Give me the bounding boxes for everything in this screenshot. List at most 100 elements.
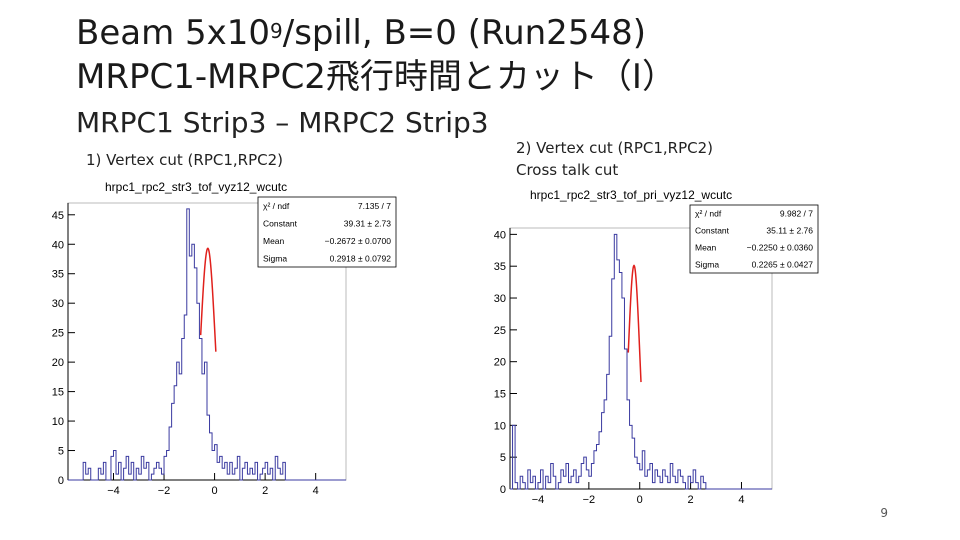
stats-label: Constant bbox=[263, 218, 298, 228]
y-tick-label: 5 bbox=[58, 446, 64, 458]
title-exponent: 9 bbox=[270, 19, 283, 43]
stats-value: 35.11 ± 2.76 bbox=[766, 226, 813, 236]
histogram-bin bbox=[116, 474, 119, 480]
y-tick-label: 5 bbox=[500, 452, 506, 464]
stats-label: χ² / ndf bbox=[263, 201, 290, 211]
y-tick-label: 25 bbox=[494, 325, 506, 337]
slide-title-line2: MRPC1-MRPC2飛行時間とカット（I） bbox=[76, 57, 676, 97]
histogram-bin bbox=[660, 483, 663, 489]
x-tick-label: 2 bbox=[262, 485, 268, 497]
histogram-bin bbox=[212, 451, 215, 480]
y-tick-label: 40 bbox=[494, 229, 506, 241]
stats-value: 0.2265 ± 0.0427 bbox=[752, 260, 814, 270]
histogram-panel-2: hrpc1_rpc2_str3_tof_pri_vyz12_wcutc 0 5 10 1… bbox=[494, 188, 819, 506]
histogram-bin bbox=[184, 315, 187, 480]
x-tick-label: −4 bbox=[532, 494, 545, 506]
y-tick-label: 35 bbox=[494, 261, 506, 273]
histogram-bin bbox=[144, 468, 147, 480]
histogram-bin bbox=[675, 483, 678, 489]
histogram-bin bbox=[617, 260, 620, 489]
histogram-bin bbox=[280, 474, 283, 480]
histogram-bin bbox=[589, 476, 592, 489]
y-tick-label: 15 bbox=[494, 389, 506, 401]
histogram-bin bbox=[86, 474, 89, 480]
y-tick-label: 10 bbox=[52, 416, 64, 428]
histogram-outline bbox=[510, 233, 772, 490]
histogram-bin bbox=[227, 474, 230, 480]
y-tick-label: 0 bbox=[58, 475, 64, 487]
histogram-bin bbox=[222, 468, 225, 480]
x-tick-label: −2 bbox=[583, 494, 596, 506]
histogram-bin bbox=[202, 374, 205, 480]
histogram-title: hrpc1_rpc2_str3_tof_vyz12_wcutc bbox=[105, 180, 287, 194]
x-tick-label: −4 bbox=[107, 485, 120, 497]
x-tick-label: 4 bbox=[738, 494, 744, 506]
histogram-bin bbox=[604, 400, 607, 489]
caption-panel1: 1) Vertex cut (RPC1,RPC2) bbox=[86, 151, 283, 169]
gaussian-fit-curve bbox=[627, 264, 642, 383]
y-tick-label: 35 bbox=[52, 269, 64, 281]
histogram-bin bbox=[179, 374, 182, 480]
histogram-bin bbox=[129, 474, 132, 480]
x-tick-label: 0 bbox=[637, 494, 643, 506]
histogram-bin bbox=[569, 483, 572, 489]
stats-box: χ² / ndf 9.982 / 7 Constant 35.11 ± 2.76 Mea… bbox=[689, 204, 819, 274]
histogram-title: hrpc1_rpc2_str3_tof_pri_vyz12_wcutc bbox=[530, 188, 732, 202]
histogram-bin bbox=[548, 483, 551, 489]
y-tick-label: 25 bbox=[52, 328, 64, 340]
stats-value: −0.2250 ± 0.0360 bbox=[747, 243, 814, 253]
caption-panel2-line2: Cross talk cut bbox=[516, 161, 619, 179]
y-tick-label: 30 bbox=[52, 298, 64, 310]
y-tick-label: 15 bbox=[52, 387, 64, 399]
stats-value: 9.982 / 7 bbox=[780, 209, 813, 219]
histogram-bin bbox=[252, 474, 255, 480]
stats-value: 0.2918 ± 0.0792 bbox=[330, 253, 392, 263]
y-tick-label: 45 bbox=[52, 210, 64, 222]
histogram-outline bbox=[68, 208, 346, 481]
histogram-panel-1: hrpc1_rpc2_str3_tof_vyz12_wcutc051015202… bbox=[52, 180, 397, 497]
y-tick-label: 40 bbox=[52, 239, 64, 251]
y-tick-label: 10 bbox=[494, 420, 506, 432]
stats-value: 39.31 ± 2.73 bbox=[344, 218, 391, 228]
histogram-bin bbox=[645, 476, 648, 489]
x-tick-label: 0 bbox=[212, 485, 218, 497]
x-tick-label: 4 bbox=[313, 485, 319, 497]
stats-label: Mean bbox=[695, 243, 717, 253]
histogram-bin bbox=[139, 474, 142, 480]
histogram-bin bbox=[691, 483, 694, 489]
histogram-bin bbox=[563, 476, 566, 489]
histogram-bin bbox=[652, 483, 655, 489]
gaussian-fit-curve bbox=[199, 247, 217, 352]
slide-title-line1: Beam 5x109/spill, B=0 (Run2548) bbox=[76, 14, 646, 52]
y-tick-label: 30 bbox=[494, 293, 506, 305]
title-prefix: Beam 5x10 bbox=[76, 13, 271, 53]
stats-label: χ² / ndf bbox=[695, 209, 722, 219]
y-tick-label: 0 bbox=[500, 484, 506, 496]
histogram-bin bbox=[640, 470, 643, 489]
histogram-bin bbox=[247, 474, 250, 480]
histogram-bins bbox=[83, 209, 285, 480]
stats-box-frame bbox=[689, 204, 819, 274]
stats-label: Sigma bbox=[695, 260, 719, 270]
histogram-bin bbox=[268, 474, 271, 480]
histogram-bin bbox=[162, 474, 165, 480]
histogram-bin bbox=[668, 483, 671, 489]
stats-label: Sigma bbox=[263, 253, 287, 263]
histogram-bin bbox=[192, 244, 195, 480]
slide-subtitle: MRPC1 Strip3 – MRPC2 Strip3 bbox=[76, 106, 489, 139]
title-suffix: /spill, B=0 (Run2548) bbox=[282, 13, 646, 53]
caption-panel2-line1: 2) Vertex cut (RPC1,RPC2) bbox=[516, 139, 713, 157]
histogram-bin bbox=[232, 474, 235, 480]
y-tick-label: 20 bbox=[494, 357, 506, 369]
x-tick-label: −2 bbox=[158, 485, 171, 497]
stats-box-frame bbox=[257, 196, 397, 268]
histogram-bin bbox=[576, 483, 579, 489]
histogram-bin bbox=[189, 256, 192, 480]
stats-label: Mean bbox=[263, 236, 285, 246]
histogram-bin bbox=[619, 273, 622, 489]
x-tick-label: 2 bbox=[688, 494, 694, 506]
histogram-bin bbox=[530, 483, 533, 489]
stats-box: χ² / ndf 7.135 / 7 Constant 39.31 ± 2.73 Mea… bbox=[257, 196, 397, 268]
page-number: 9 bbox=[880, 506, 888, 520]
histogram-bin bbox=[101, 474, 104, 480]
